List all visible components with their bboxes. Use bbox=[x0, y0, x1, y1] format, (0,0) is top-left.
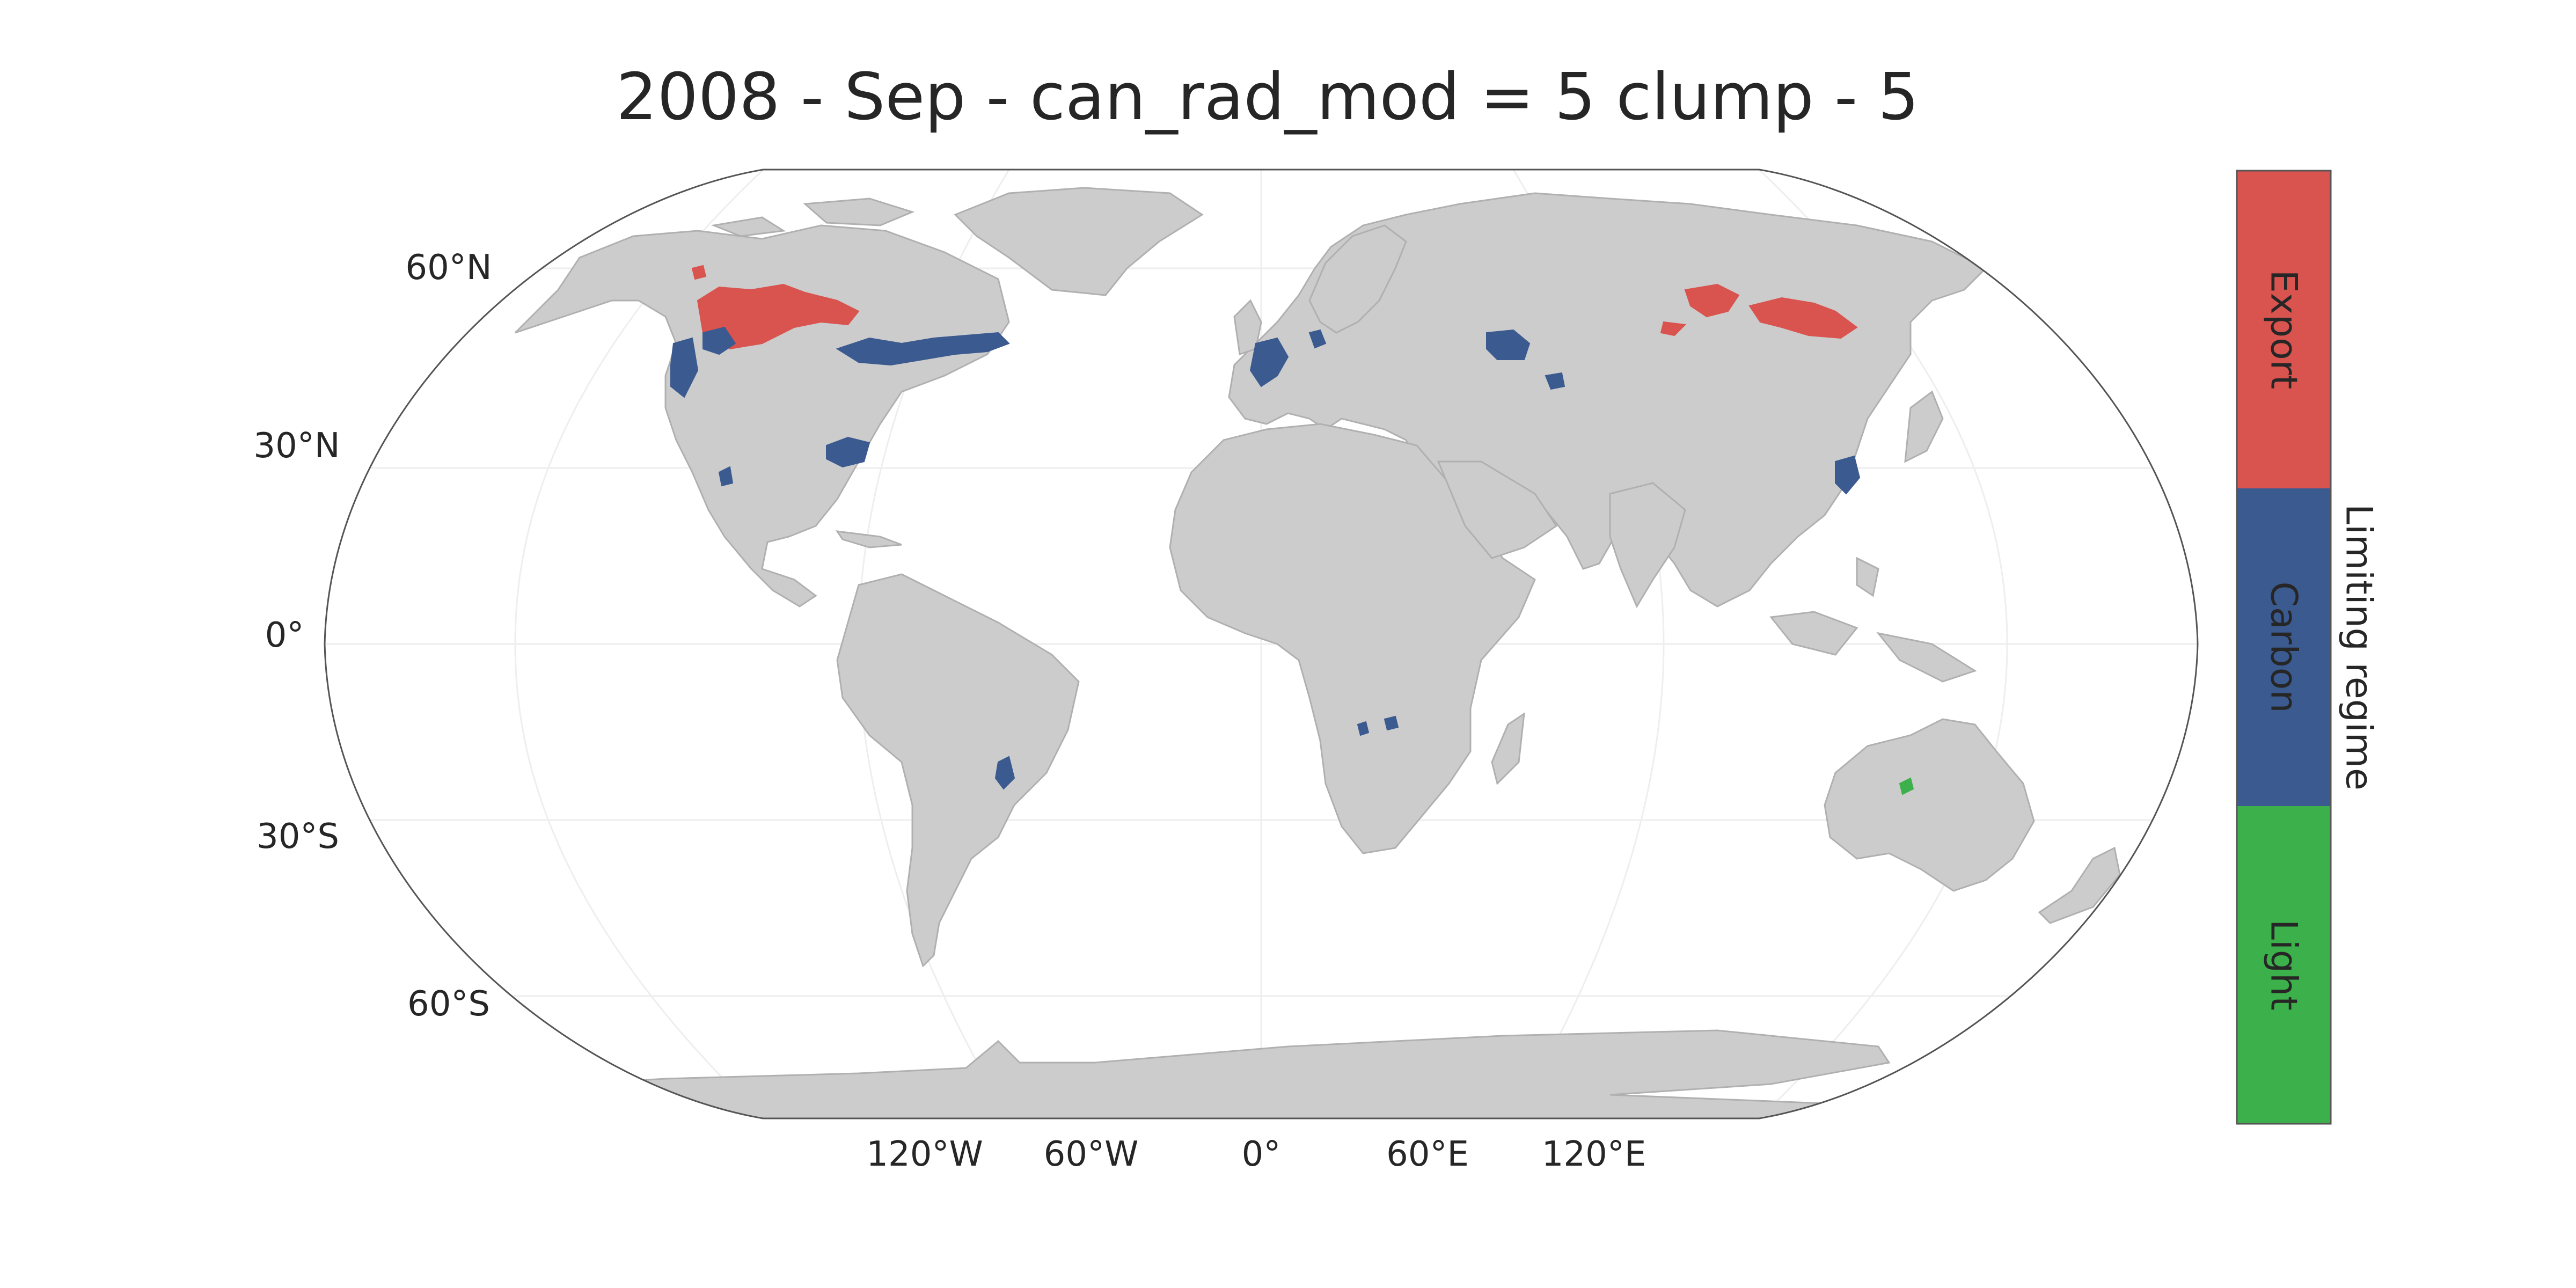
lat-label-60n: 60°N bbox=[405, 248, 492, 288]
colorbar-title: Limiting regime bbox=[2338, 504, 2380, 791]
regime-patch-carbon-9 bbox=[1357, 715, 1399, 736]
regime-patch-carbon-6 bbox=[1486, 329, 1565, 390]
australia bbox=[1824, 718, 2035, 892]
regime-patch-carbon-7 bbox=[1835, 455, 1861, 495]
british-isles bbox=[1233, 299, 1262, 355]
new-zealand bbox=[2038, 846, 2121, 924]
lat-label-0: 0° bbox=[265, 616, 304, 655]
colorbar-frame bbox=[2236, 170, 2332, 1125]
lat-label-30n: 30°N bbox=[253, 426, 340, 466]
madagascar bbox=[1491, 712, 1525, 785]
regime-overlay bbox=[670, 265, 1914, 795]
lon-label-120w: 120°W bbox=[866, 1135, 983, 1174]
lon-label-60e: 60°E bbox=[1386, 1135, 1469, 1174]
globe-outline bbox=[324, 169, 2199, 1119]
antarctica bbox=[325, 1029, 2198, 1118]
regime-patch-export-0 bbox=[691, 265, 860, 350]
colorbar-segment-export bbox=[2237, 171, 2331, 488]
regime-patch-carbon-2 bbox=[702, 326, 1010, 366]
africa bbox=[1169, 423, 1536, 854]
regime-patch-carbon-8 bbox=[994, 756, 1015, 790]
lat-label-60s: 60°S bbox=[407, 984, 490, 1024]
maritime-se-asia bbox=[1769, 557, 1977, 683]
south-america bbox=[836, 573, 1080, 968]
colorbar-segment-light bbox=[2237, 806, 2331, 1124]
scandinavia bbox=[1308, 224, 1407, 334]
regime-patch-carbon-4 bbox=[718, 436, 870, 487]
eurasia bbox=[1228, 192, 1987, 608]
colorbar: Export Carbon Light Limiting regime bbox=[2236, 170, 2380, 1125]
colorbar-label-export: Export bbox=[2263, 270, 2305, 390]
lon-label-60w: 60°W bbox=[1044, 1135, 1139, 1174]
colorbar-label-carbon: Carbon bbox=[2263, 582, 2305, 713]
lon-label-120e: 120°E bbox=[1542, 1135, 1646, 1174]
map-title: 2008 - Sep - can_rad_mod = 5 clump - 5 bbox=[616, 60, 1919, 135]
land-masses bbox=[325, 187, 2198, 1118]
lon-label-0: 0° bbox=[1242, 1135, 1281, 1174]
greenland bbox=[954, 187, 1204, 296]
india bbox=[1609, 482, 1686, 609]
regime-patch-carbon-3 bbox=[670, 337, 699, 398]
caribbean bbox=[835, 530, 902, 548]
colorbar-segment-carbon bbox=[2237, 488, 2331, 806]
regime-patch-export-1 bbox=[1660, 283, 1858, 339]
japan bbox=[1904, 390, 1944, 463]
regime-patch-light-10 bbox=[1899, 777, 1914, 795]
arctic-islands bbox=[711, 197, 915, 237]
north-america bbox=[514, 224, 1010, 608]
lat-label-30s: 30°S bbox=[257, 817, 339, 857]
regime-patch-carbon-5 bbox=[1249, 329, 1327, 387]
colorbar-label-light: Light bbox=[2263, 919, 2305, 1011]
arabia bbox=[1437, 460, 1558, 559]
